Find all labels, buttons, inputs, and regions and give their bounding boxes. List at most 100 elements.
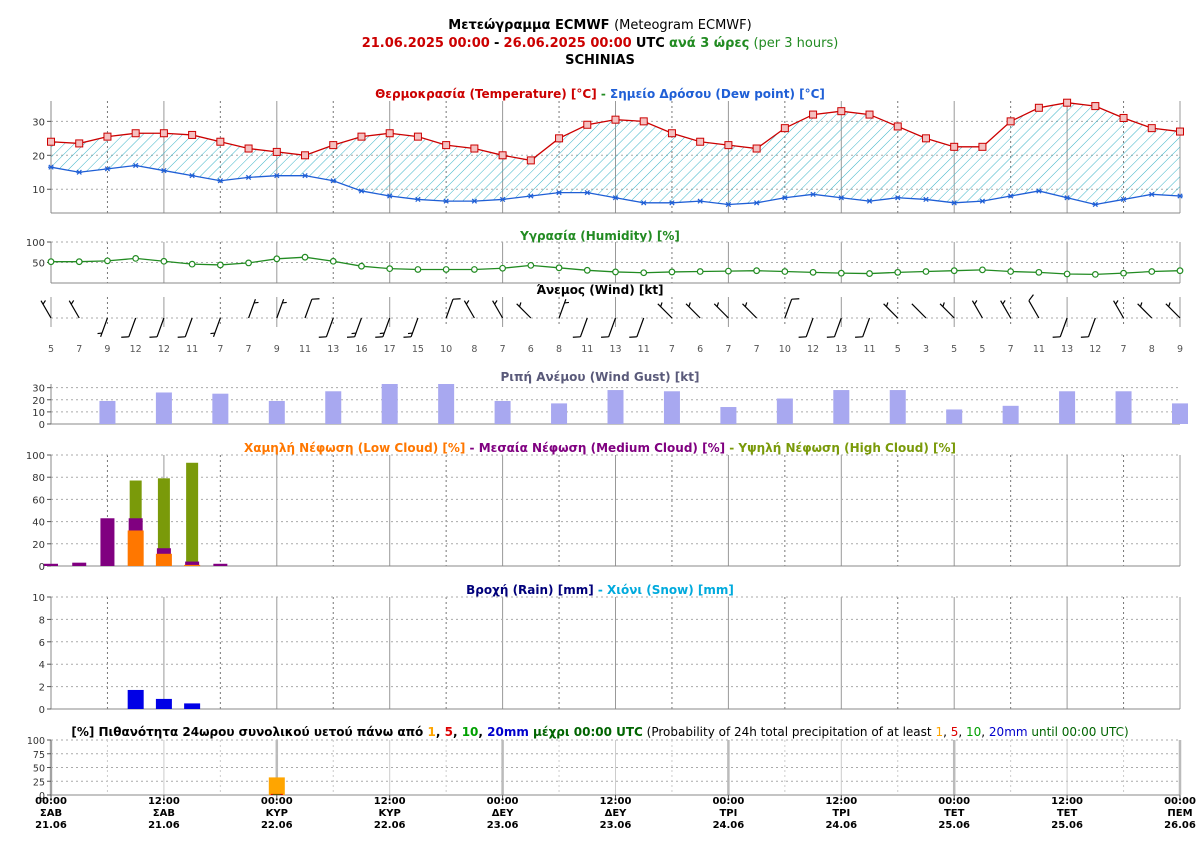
- wind-speed-label: 3: [923, 344, 929, 355]
- wind-barb: [40, 300, 52, 319]
- dewpoint-point: [189, 173, 196, 179]
- wind-barb: [68, 300, 80, 319]
- wind-panel-title: Άνεμος (Wind) [kt]: [536, 283, 663, 297]
- dewpoint-point: [753, 200, 760, 206]
- humidity-point: [104, 257, 111, 265]
- title-part: 1: [427, 725, 435, 739]
- temperature-point: [301, 151, 310, 160]
- dewpoint-point: [358, 188, 365, 194]
- humidity-y-tick: 100: [26, 238, 45, 249]
- wind-speed-label: 7: [1008, 344, 1014, 355]
- gust-bar: [833, 390, 850, 424]
- wind-barb: [1052, 317, 1068, 338]
- wind-barb: [798, 317, 814, 338]
- gust-bar: [1059, 391, 1076, 424]
- wind-speed-label: 11: [638, 344, 650, 355]
- wind-barb: [492, 300, 504, 319]
- temperature-panel-title: Θερμοκρασία (Temperature) [°C] - Σημείο …: [375, 87, 825, 101]
- temperature-point: [498, 151, 507, 160]
- rain-y-tick: 8: [39, 615, 45, 626]
- wind-speed-label: 13: [327, 344, 339, 355]
- wind-speed-label: 5: [951, 344, 957, 355]
- gust-bar: [946, 409, 963, 424]
- x-day-label: ΣΑΒ: [153, 808, 175, 819]
- temperature-point: [329, 141, 338, 150]
- dewpoint-point: [160, 167, 167, 174]
- wind-barb: [149, 317, 165, 338]
- wind-speed-label: 9: [274, 344, 280, 355]
- high-cloud-bar: [157, 478, 170, 566]
- humidity-point: [1176, 267, 1184, 275]
- step-greek: ανά 3 ώρες: [668, 36, 750, 51]
- period-dash: -: [494, 36, 500, 51]
- gust-bar: [1115, 391, 1132, 424]
- dewpoint-point: [838, 195, 845, 201]
- x-day-label: ΔΕΥ: [492, 808, 515, 819]
- x-date-label: 24.06: [825, 820, 857, 831]
- humidity-point: [1091, 270, 1099, 278]
- wind-speed-label: 7: [76, 344, 82, 355]
- temperature-point: [837, 107, 846, 116]
- title-part: -: [465, 441, 478, 455]
- temperature-y-tick: 30: [32, 117, 45, 128]
- medium-cloud-bar: [213, 563, 228, 566]
- title-part: Σημείο Δρόσου (Dew point) [°C]: [610, 87, 825, 101]
- gust-bar: [438, 384, 455, 424]
- humidity-point: [809, 268, 817, 276]
- wind-speed-label: 13: [1061, 344, 1073, 355]
- humidity-point: [668, 268, 676, 276]
- dewpoint-point: [499, 196, 506, 203]
- wind-barb: [463, 300, 475, 319]
- x-time-label: 00:00: [938, 796, 970, 807]
- humidity-point: [866, 270, 873, 277]
- humidity-point: [1063, 270, 1071, 278]
- medium-cloud-bar: [100, 518, 115, 566]
- dewpoint-point: [922, 196, 929, 203]
- gust-y-tick: 10: [32, 408, 45, 419]
- rain-bar: [155, 698, 172, 709]
- temperature-point: [611, 115, 620, 124]
- title-part: (Probability of 24h total precipitation …: [643, 725, 936, 739]
- wind-barb: [276, 299, 287, 319]
- temperature-point: [216, 137, 225, 146]
- dewpoint-point: [1148, 191, 1155, 197]
- title-part: -: [725, 441, 738, 455]
- rain-y-tick: 10: [32, 593, 45, 604]
- dewpoint-point: [1007, 193, 1014, 199]
- title-part: 5: [951, 725, 959, 739]
- dewpoint-point: [527, 193, 534, 199]
- wind-speed-label: 7: [754, 344, 760, 355]
- dewpoint-point: [866, 198, 873, 204]
- title-main: Μετεώγραμμα ECMWF: [448, 18, 610, 33]
- cloud-panel-title: Χαμηλή Νέφωση (Low Cloud) [%] - Μεσαία Ν…: [244, 441, 956, 455]
- wind-barb: [1080, 317, 1096, 338]
- humidity-point: [950, 267, 958, 275]
- wind-barb: [210, 317, 221, 337]
- humidity-point: [188, 260, 196, 268]
- wind-barb: [375, 317, 391, 338]
- gust-panel-title: Ριπή Ανέμου (Wind Gust) [kt]: [501, 370, 700, 384]
- humidity-point: [329, 257, 337, 265]
- medium-cloud-bar: [44, 563, 58, 566]
- humidity-point: [555, 264, 563, 272]
- temperature-point: [131, 129, 140, 138]
- temperature-point: [921, 134, 930, 143]
- wind-barb: [911, 303, 927, 319]
- wind-speed-label: 11: [581, 344, 593, 355]
- wind-barb: [318, 317, 334, 338]
- wind-barb: [971, 300, 983, 319]
- period-line: 21.06.2025 00:00 - 26.06.2025 00:00 UTC …: [0, 35, 1200, 52]
- humidity-point: [132, 254, 140, 262]
- humidity-point: [640, 269, 648, 277]
- temperature-point: [1034, 103, 1043, 112]
- period-utc: UTC: [635, 36, 665, 51]
- wind-speed-label: 5: [48, 344, 54, 355]
- wind-barb: [685, 302, 701, 319]
- humidity-point: [837, 269, 845, 277]
- wind-barb: [1165, 302, 1181, 319]
- probability-bar: [272, 794, 281, 795]
- title-part: Χαμηλή Νέφωση (Low Cloud) [%]: [244, 441, 465, 455]
- gust-y-tick: 0: [39, 420, 45, 431]
- temperature-point: [1063, 98, 1072, 107]
- wind-speed-label: 12: [807, 344, 819, 355]
